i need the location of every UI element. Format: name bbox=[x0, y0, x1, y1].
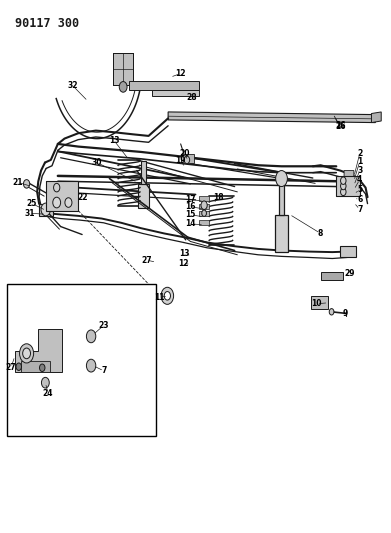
Text: 13: 13 bbox=[179, 249, 190, 258]
Circle shape bbox=[341, 177, 346, 184]
Polygon shape bbox=[129, 81, 199, 90]
Text: 22: 22 bbox=[78, 193, 88, 201]
Circle shape bbox=[39, 364, 45, 372]
Polygon shape bbox=[46, 181, 78, 211]
Polygon shape bbox=[279, 179, 284, 215]
Text: 12: 12 bbox=[178, 259, 188, 268]
Circle shape bbox=[341, 188, 346, 196]
Text: 16: 16 bbox=[186, 203, 196, 211]
Polygon shape bbox=[336, 176, 360, 196]
Polygon shape bbox=[340, 246, 356, 257]
Text: 23: 23 bbox=[99, 321, 109, 329]
Text: 2: 2 bbox=[357, 149, 362, 158]
Text: 32: 32 bbox=[67, 81, 77, 90]
Circle shape bbox=[41, 203, 50, 216]
Circle shape bbox=[201, 201, 207, 209]
Polygon shape bbox=[199, 204, 209, 209]
Text: 20: 20 bbox=[179, 149, 190, 158]
Circle shape bbox=[184, 156, 190, 164]
Text: 9: 9 bbox=[342, 309, 348, 318]
Polygon shape bbox=[275, 215, 288, 252]
Bar bbox=[7, 284, 156, 436]
Circle shape bbox=[276, 171, 287, 187]
Circle shape bbox=[86, 330, 96, 343]
Polygon shape bbox=[15, 329, 62, 372]
Circle shape bbox=[41, 377, 49, 388]
Text: 28: 28 bbox=[186, 93, 197, 101]
Text: 15: 15 bbox=[186, 211, 196, 219]
Circle shape bbox=[341, 182, 346, 190]
Text: 13: 13 bbox=[109, 136, 119, 145]
Circle shape bbox=[65, 198, 72, 207]
Text: 7: 7 bbox=[101, 367, 107, 375]
Circle shape bbox=[119, 82, 127, 92]
Circle shape bbox=[329, 309, 334, 315]
Text: 31: 31 bbox=[24, 209, 34, 217]
Text: 14: 14 bbox=[186, 220, 196, 228]
Text: 10: 10 bbox=[312, 300, 322, 308]
Polygon shape bbox=[199, 196, 209, 201]
Polygon shape bbox=[138, 184, 149, 208]
Text: 26: 26 bbox=[335, 123, 345, 131]
Circle shape bbox=[20, 344, 34, 363]
Text: 7: 7 bbox=[357, 205, 362, 214]
Circle shape bbox=[164, 292, 170, 300]
Polygon shape bbox=[311, 296, 328, 309]
Polygon shape bbox=[152, 90, 199, 96]
Circle shape bbox=[202, 210, 206, 216]
Polygon shape bbox=[199, 211, 209, 216]
Text: 90117 300: 90117 300 bbox=[15, 17, 79, 30]
Circle shape bbox=[161, 287, 174, 304]
Circle shape bbox=[54, 183, 60, 192]
Polygon shape bbox=[181, 154, 194, 163]
Polygon shape bbox=[39, 204, 53, 216]
Circle shape bbox=[23, 180, 30, 188]
Polygon shape bbox=[142, 161, 146, 184]
Text: 11: 11 bbox=[154, 293, 165, 302]
Polygon shape bbox=[199, 220, 209, 225]
Polygon shape bbox=[168, 112, 375, 123]
Text: 3: 3 bbox=[357, 166, 362, 175]
Text: 30: 30 bbox=[92, 158, 102, 167]
Text: 27: 27 bbox=[5, 364, 16, 372]
Text: 24: 24 bbox=[43, 389, 53, 398]
Polygon shape bbox=[21, 361, 50, 372]
Text: 18: 18 bbox=[213, 193, 224, 201]
Text: 29: 29 bbox=[345, 270, 355, 278]
Circle shape bbox=[86, 359, 96, 372]
Circle shape bbox=[23, 348, 30, 359]
Text: 19: 19 bbox=[176, 157, 186, 165]
Polygon shape bbox=[113, 53, 133, 85]
Polygon shape bbox=[344, 171, 354, 192]
Text: 27: 27 bbox=[141, 256, 152, 264]
Text: 1: 1 bbox=[357, 157, 362, 166]
Text: 21: 21 bbox=[13, 178, 23, 187]
Circle shape bbox=[16, 363, 22, 370]
Text: 5: 5 bbox=[357, 185, 362, 194]
Text: 25: 25 bbox=[27, 199, 37, 208]
Text: 26: 26 bbox=[335, 121, 345, 130]
Circle shape bbox=[53, 197, 61, 208]
Text: 6: 6 bbox=[357, 195, 362, 204]
Polygon shape bbox=[371, 112, 381, 123]
Text: 12: 12 bbox=[176, 69, 186, 78]
Polygon shape bbox=[321, 272, 343, 280]
Text: 17: 17 bbox=[185, 195, 196, 204]
Text: 8: 8 bbox=[318, 229, 323, 238]
Text: 4: 4 bbox=[357, 175, 362, 184]
